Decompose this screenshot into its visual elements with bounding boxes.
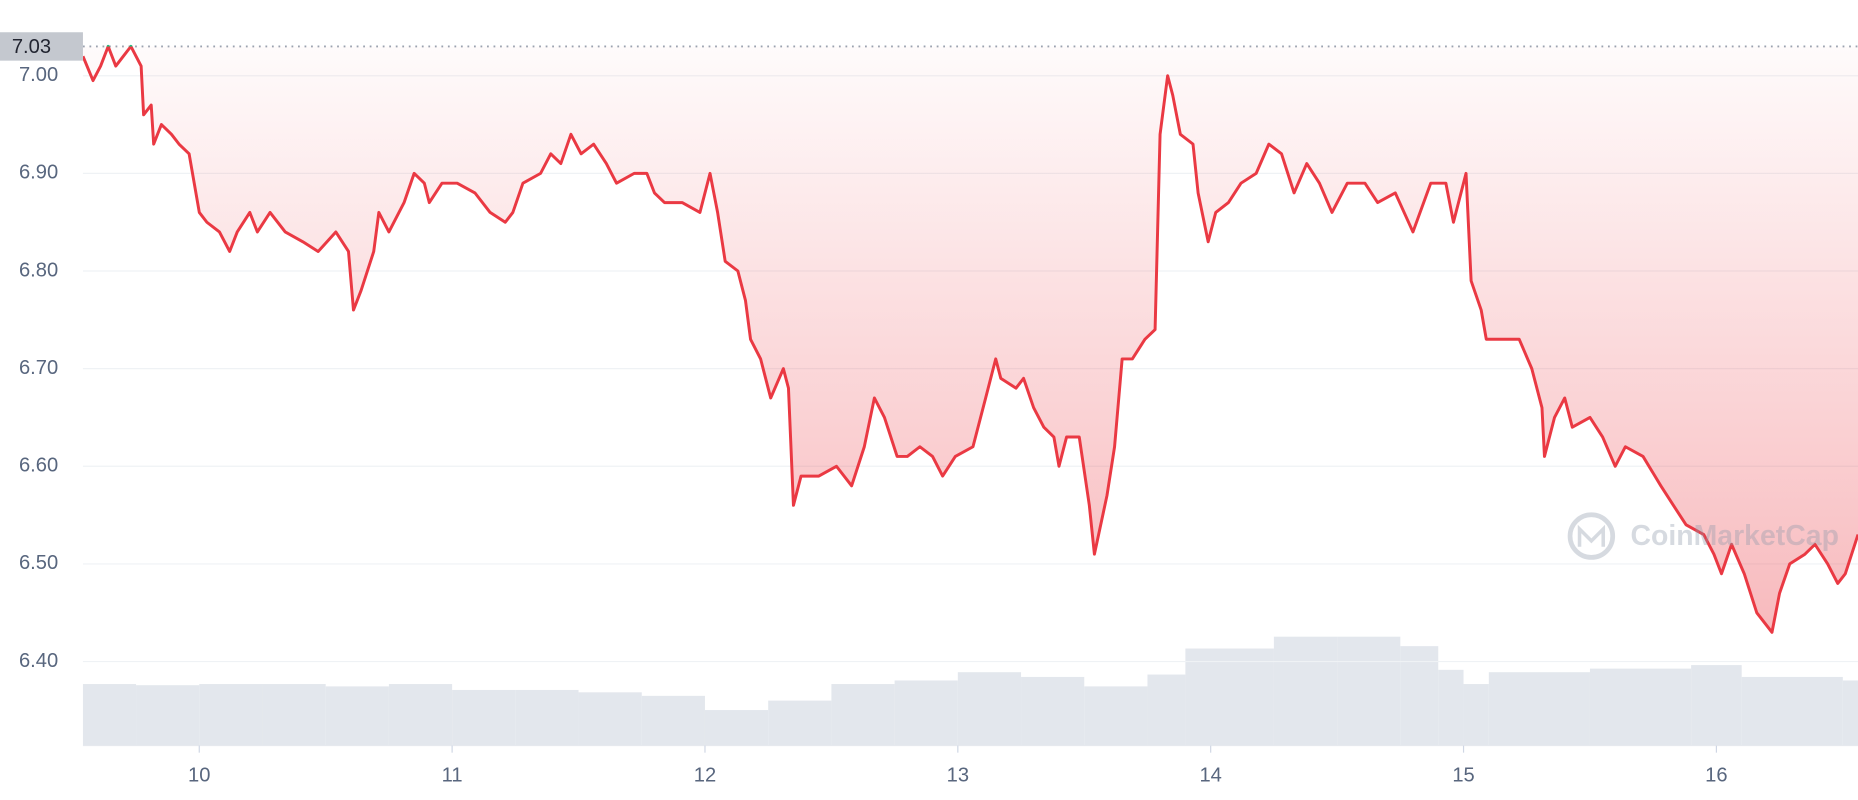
- volume-bar: [831, 684, 895, 746]
- volume-bar: [452, 689, 516, 746]
- x-tick-label: 11: [442, 765, 463, 787]
- x-tick-label: 12: [694, 765, 716, 787]
- volume-bar: [894, 680, 958, 746]
- x-tick-label: 14: [1199, 765, 1221, 787]
- y-tick-label: 6.50: [19, 552, 58, 574]
- volume-bar: [1438, 669, 1464, 746]
- x-tick-label: 10: [188, 765, 210, 787]
- volume-bar: [1084, 686, 1148, 746]
- volume-bar: [1741, 676, 1843, 746]
- volume-bar: [1400, 646, 1439, 746]
- volume-bar: [768, 700, 832, 746]
- volume-bar: [578, 692, 642, 746]
- price-line: [82, 44, 1858, 634]
- volume-bar: [1488, 672, 1590, 746]
- volume-bar: [1337, 636, 1401, 746]
- area-fill: [82, 46, 1858, 633]
- volume-bar: [704, 710, 769, 746]
- watermark: CoinMarketCap: [1567, 512, 1839, 560]
- volume-bar: [262, 684, 326, 746]
- volume-bar: [1463, 684, 1489, 746]
- watermark-logo-mark: [1577, 524, 1606, 547]
- volume-bar: [1273, 636, 1338, 746]
- x-tick-label: 15: [1452, 765, 1474, 787]
- x-tick-label: 13: [947, 765, 969, 787]
- watermark-logo: [1567, 512, 1616, 560]
- volume-bar: [82, 684, 137, 746]
- y-tick-label: 6.90: [19, 162, 58, 184]
- volume-bar: [325, 686, 389, 746]
- current-price-box: [0, 32, 83, 61]
- volume-bar: [1147, 674, 1186, 746]
- y-tick-label: 6.80: [19, 259, 58, 281]
- plot-layer: [82, 44, 1858, 634]
- label-layer: 6.40 6.50 6.60 6.70 6.80 6.90 7.00 10 11 12 13 14 15…: [0, 32, 1728, 787]
- volume-bar: [1842, 680, 1858, 746]
- volume-bar: [1185, 648, 1274, 746]
- y-tick-label: 7.00: [19, 64, 58, 86]
- volume-bar: [136, 685, 200, 746]
- volume-bar: [1589, 668, 1692, 746]
- volume-bar: [641, 695, 705, 746]
- volume-layer: [82, 636, 1858, 746]
- x-tick-label: 16: [1705, 765, 1727, 787]
- y-tick-label: 6.70: [19, 357, 58, 379]
- volume-bar: [515, 689, 579, 746]
- current-price-label: 7.03: [12, 36, 51, 58]
- volume-bar: [199, 684, 263, 746]
- watermark-text: CoinMarketCap: [1630, 520, 1838, 552]
- volume-bar: [1691, 665, 1742, 746]
- volume-bar: [388, 684, 453, 746]
- volume-bar: [957, 672, 1022, 746]
- volume-bar: [1021, 676, 1085, 746]
- y-tick-label: 6.40: [19, 650, 58, 672]
- y-tick-label: 6.60: [19, 455, 58, 477]
